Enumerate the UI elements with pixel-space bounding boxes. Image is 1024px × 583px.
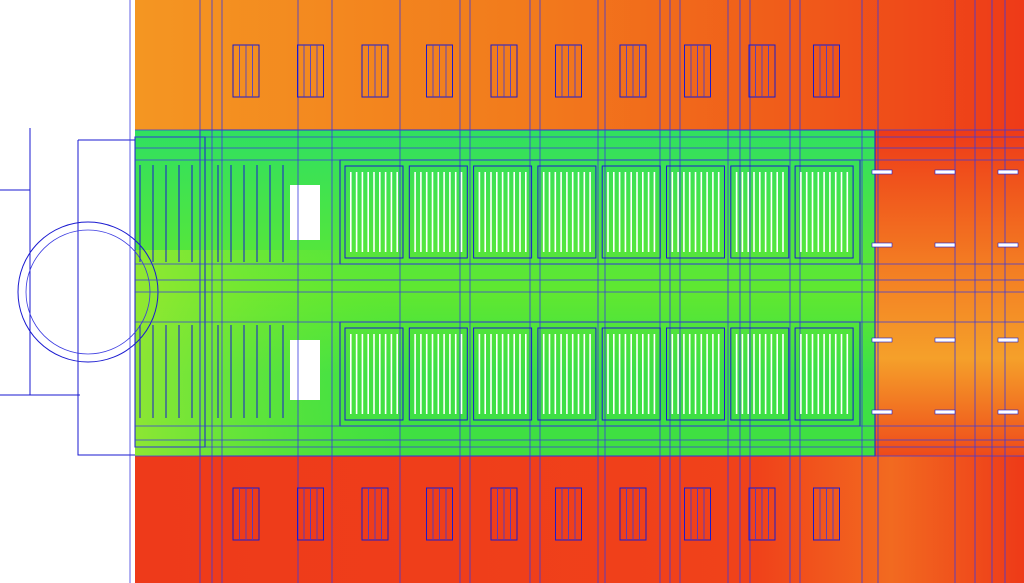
- rack-panel: [408, 327, 468, 421]
- rack-panel: [344, 327, 404, 421]
- marker: [997, 242, 1019, 248]
- rack-panel: [344, 165, 404, 259]
- rack-panel: [666, 165, 725, 259]
- rack-panel: [473, 327, 533, 421]
- marker: [997, 409, 1019, 415]
- marker: [871, 337, 893, 343]
- marker: [871, 169, 893, 175]
- rack-panel: [794, 165, 854, 259]
- rack-panel: [601, 165, 661, 259]
- marker: [997, 337, 1019, 343]
- rack-panel: [537, 165, 597, 259]
- marker: [997, 169, 1019, 175]
- rack-panel: [408, 165, 468, 259]
- marker: [934, 409, 956, 415]
- rack-panel: [473, 165, 533, 259]
- marker: [934, 337, 956, 343]
- rack-panel: [794, 327, 854, 421]
- opening-lower: [290, 340, 320, 400]
- rack-panel: [730, 327, 790, 421]
- rack-panel: [666, 327, 725, 421]
- hot-zone-top: [135, 0, 1024, 132]
- marker: [871, 242, 893, 248]
- hot-zone-bottom: [135, 455, 1024, 583]
- opening-upper: [290, 185, 320, 240]
- rack-panel: [730, 165, 790, 259]
- hot-zone-right: [875, 130, 1024, 456]
- left-walls: [0, 128, 135, 456]
- rotunda-inner: [25, 229, 151, 355]
- cool-zone-warm: [135, 250, 415, 456]
- marker: [871, 409, 893, 415]
- rack-panel: [537, 327, 597, 421]
- marker: [934, 169, 956, 175]
- marker: [934, 242, 956, 248]
- plan-lines: [129, 0, 1024, 583]
- rack-panel: [601, 327, 661, 421]
